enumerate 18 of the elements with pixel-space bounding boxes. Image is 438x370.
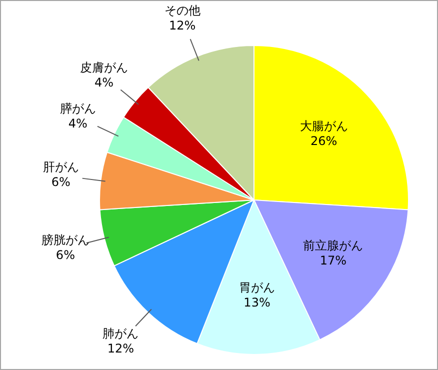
slice-label: 膵がん [60, 102, 96, 116]
data-label: 12% [107, 342, 134, 356]
data-label: 6% [51, 175, 70, 190]
slice-label: 大腸がん [300, 119, 348, 134]
data-label: 4% [68, 116, 88, 131]
data-label: 12% [169, 18, 196, 33]
data-label: 4% [94, 76, 114, 90]
slice-label: その他 [164, 4, 200, 18]
slice-label: 胃がん [239, 280, 276, 294]
data-label: 13% [244, 295, 270, 310]
data-label: 17% [320, 253, 347, 268]
slice-label: 皮膚がん [80, 60, 128, 75]
slice-label: 肺がん [102, 326, 139, 341]
slice-label: 膀胱がん [41, 233, 90, 248]
data-label: 6% [56, 248, 75, 262]
data-label: 26% [310, 134, 338, 148]
slice-label: 前立腺がん [303, 238, 364, 252]
slice-label: 肝がん [42, 160, 79, 174]
